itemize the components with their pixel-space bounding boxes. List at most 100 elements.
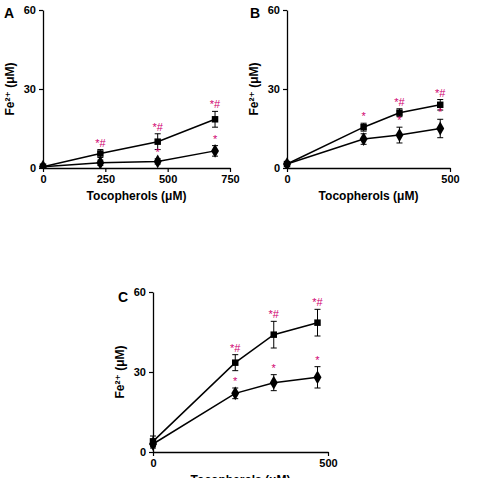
significance-label: * <box>438 106 443 118</box>
error-bar-cap <box>271 321 277 322</box>
error-bar-cap <box>361 131 367 132</box>
y-axis: 0 30 60 <box>24 4 44 174</box>
point <box>360 132 368 146</box>
x-axis: 0250500750 <box>40 168 239 185</box>
error-bar-cap <box>315 366 321 367</box>
x-tick: 500 <box>441 168 459 185</box>
point <box>360 124 366 130</box>
y-tick-label: 0 <box>30 162 36 174</box>
error-bar-cap <box>271 348 277 349</box>
error-bar-cap <box>437 137 443 138</box>
point <box>97 150 103 156</box>
x-tick-label: 0 <box>284 173 290 185</box>
y-axis: 0 30 60 <box>134 286 154 458</box>
y-tick: 60 <box>24 4 43 16</box>
x-tick-label: 500 <box>319 457 337 469</box>
error-bar <box>232 355 238 371</box>
series-line <box>43 151 215 167</box>
point <box>232 359 238 365</box>
x-tick: 0 <box>150 452 156 469</box>
error-bar <box>271 375 277 391</box>
x-axis-title: Tocopherols (μM) <box>87 189 187 203</box>
error-bar-cap <box>315 388 321 389</box>
error-bar-cap <box>212 127 218 128</box>
y-tick-mark <box>283 10 287 11</box>
y-axis-line <box>153 293 154 453</box>
y-tick: 30 <box>24 83 43 95</box>
significance-label: *# <box>394 96 405 108</box>
error-bar <box>315 367 321 388</box>
x-axis-line <box>44 168 231 169</box>
error-bar-cap <box>437 119 443 120</box>
y-tick-mark <box>39 168 43 169</box>
y-tick-label: 0 <box>274 162 280 174</box>
y-tick: 60 <box>268 4 287 16</box>
panel: 025050075003060ATocopherols (μM)Fe²⁺ (μM… <box>3 4 240 203</box>
y-axis-line <box>43 11 44 169</box>
point <box>283 157 291 168</box>
annotations: *#*#*#** <box>95 98 221 157</box>
y-axis: 0 30 60 <box>268 4 288 174</box>
point <box>149 437 157 451</box>
series-line <box>153 377 318 444</box>
panel-title: C <box>118 289 128 305</box>
x-tick-label: 500 <box>159 173 177 185</box>
series-line <box>287 129 440 165</box>
y-tick: 30 <box>268 83 287 95</box>
x-tick: 500 <box>159 168 177 185</box>
significance-label: * <box>233 375 238 387</box>
panel: 050003060BTocopherols (μM)Fe²⁺ (μM)**#*#… <box>247 4 460 203</box>
y-tick-label: 30 <box>134 366 146 378</box>
error-bar <box>212 111 218 127</box>
x-axis-title: Tocopherols (μM) <box>319 189 419 203</box>
point <box>314 319 320 325</box>
y-tick-label: 30 <box>24 83 36 95</box>
significance-label: * <box>213 133 218 145</box>
significance-label: *# <box>210 98 221 110</box>
x-tick: 500 <box>319 452 337 469</box>
x-tick-mark <box>328 452 329 456</box>
error-bar-cap <box>155 133 161 134</box>
error-bar-cap <box>97 149 103 150</box>
plot-area <box>39 111 219 168</box>
y-axis-title: Fe²⁺ (μM) <box>113 345 127 398</box>
x-axis-title: Tocopherols (μM) <box>191 473 291 478</box>
point <box>314 370 322 384</box>
panel-title: A <box>4 5 14 21</box>
point <box>96 156 104 168</box>
error-bar <box>361 123 367 131</box>
y-tick-label: 30 <box>268 83 280 95</box>
x-axis: 0 500 <box>150 452 337 469</box>
y-tick: 60 <box>134 286 153 298</box>
panel: 050003060CTocopherols (μM)Fe²⁺ (μM)*#*#*… <box>113 286 338 478</box>
error-bar-cap <box>232 370 238 371</box>
x-tick-mark <box>287 168 288 172</box>
significance-label: * <box>272 362 277 374</box>
error-bar-cap <box>396 108 402 109</box>
significance-label: * <box>397 114 402 126</box>
y-tick-label: 60 <box>268 4 280 16</box>
plot-area <box>283 100 444 168</box>
series-line <box>43 119 215 166</box>
y-tick-label: 60 <box>134 286 146 298</box>
x-axis-line <box>288 168 451 169</box>
x-tick: 0 <box>40 168 46 185</box>
y-tick: 30 <box>134 366 153 378</box>
y-tick-mark <box>39 89 43 90</box>
point <box>395 128 403 142</box>
error-bar-cap <box>396 127 402 128</box>
x-tick-mark <box>168 168 169 172</box>
error-bar-cap <box>361 123 367 124</box>
plot-area <box>149 309 321 451</box>
y-tick-label: 0 <box>140 446 146 458</box>
significance-label: *# <box>435 87 446 99</box>
error-bar-cap <box>271 374 277 375</box>
x-tick: 250 <box>97 168 115 185</box>
significance-label: *# <box>95 137 106 149</box>
error-bar-cap <box>150 436 156 437</box>
error-bar-cap <box>232 354 238 355</box>
x-tick-label: 500 <box>441 173 459 185</box>
y-tick-mark <box>283 168 287 169</box>
panel-title: B <box>250 5 260 21</box>
significance-label: *# <box>312 296 323 308</box>
